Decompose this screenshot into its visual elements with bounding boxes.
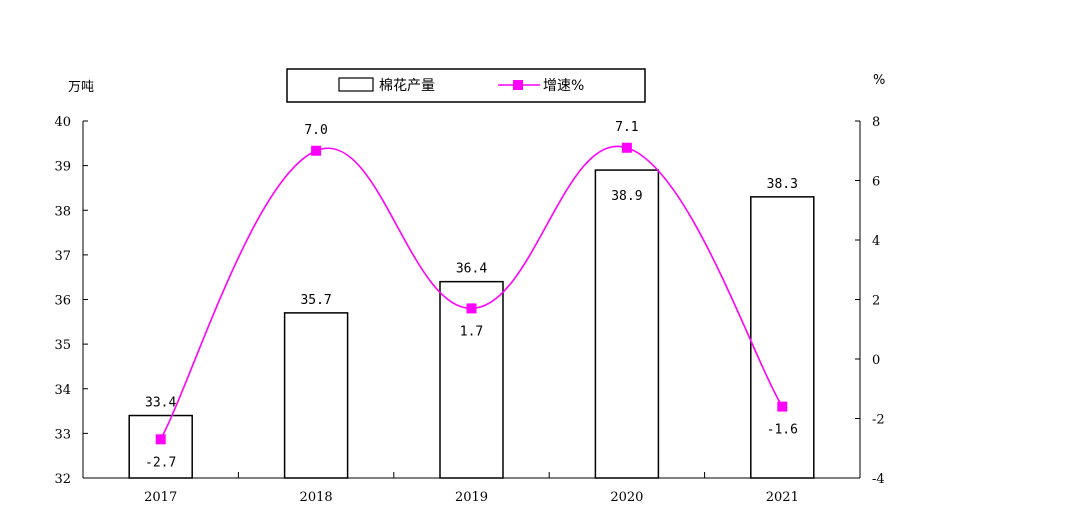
right-axis-tick-label: 2 xyxy=(872,294,880,309)
right-axis-tick-label: -4 xyxy=(872,472,885,487)
bar-value-label: 38.3 xyxy=(767,177,798,192)
legend-line-marker xyxy=(513,80,523,90)
growth-value-label: 7.1 xyxy=(615,120,638,135)
growth-point-2020 xyxy=(621,142,632,153)
left-axis-tick-label: 33 xyxy=(54,427,71,442)
x-axis-tick-label: 2020 xyxy=(610,490,643,505)
left-axis-tick-label: 37 xyxy=(54,249,71,264)
left-axis-tick-label: 35 xyxy=(54,338,71,353)
left-axis-tick-label: 32 xyxy=(54,472,71,487)
right-axis-tick-label: -2 xyxy=(872,413,885,428)
growth-value-label: -1.6 xyxy=(767,423,798,438)
left-axis-tick-label: 38 xyxy=(54,204,71,219)
growth-point-2019 xyxy=(466,303,477,314)
left-axis-unit: 万吨 xyxy=(68,80,94,95)
bar-labels: 33.4 35.7 36.4 38.9 38.3 xyxy=(145,177,798,411)
right-axis-tick-label: 6 xyxy=(872,175,880,190)
left-axis-tick-label: 39 xyxy=(54,160,71,175)
x-axis-tick-label: 2017 xyxy=(144,490,177,505)
bar-2019 xyxy=(439,280,504,479)
axes: 32 33 34 35 36 37 38 39 40 -4 -2 0 2 4 6 8 2017 2018 2019 2… xyxy=(54,115,884,505)
legend-bar-label: 棉花产量 xyxy=(379,77,435,94)
x-axis-tick-label: 2018 xyxy=(300,490,333,505)
growth-value-label: 1.7 xyxy=(460,324,483,339)
growth-point-2018 xyxy=(311,145,322,156)
legend: 棉花产量 增速% xyxy=(286,68,646,103)
bar-value-label: 36.4 xyxy=(456,262,487,277)
growth-point-2021 xyxy=(777,401,788,412)
growth-line xyxy=(155,142,788,445)
bar-2021 xyxy=(750,196,815,479)
bar-2017 xyxy=(128,414,193,479)
right-axis-tick-label: 4 xyxy=(872,234,880,249)
bar-2018 xyxy=(283,312,349,479)
growth-value-label: 7.0 xyxy=(304,123,327,138)
growth-labels: -2.7 7.0 1.7 7.1 -1.6 xyxy=(145,120,798,471)
growth-value-label: -2.7 xyxy=(145,455,176,470)
bar-value-label: 35.7 xyxy=(300,293,331,308)
right-axis-tick-label: 0 xyxy=(872,353,880,368)
left-axis-tick-label: 36 xyxy=(54,294,71,309)
left-axis-tick-label: 40 xyxy=(54,115,71,130)
bar-value-label: 38.9 xyxy=(611,189,642,204)
legend-line-label: 增速% xyxy=(543,78,584,94)
right-axis-tick-label: 8 xyxy=(872,115,880,130)
bar-value-label: 33.4 xyxy=(145,396,176,411)
x-axis-tick-label: 2019 xyxy=(455,490,488,505)
left-axis-tick-label: 34 xyxy=(54,383,71,398)
right-axis-unit: % xyxy=(873,73,885,88)
bar-2020 xyxy=(594,169,660,479)
growth-point-2017 xyxy=(155,434,166,445)
legend-bar-swatch xyxy=(338,77,374,92)
bars xyxy=(128,169,815,479)
x-axis-tick-label: 2021 xyxy=(766,490,799,505)
